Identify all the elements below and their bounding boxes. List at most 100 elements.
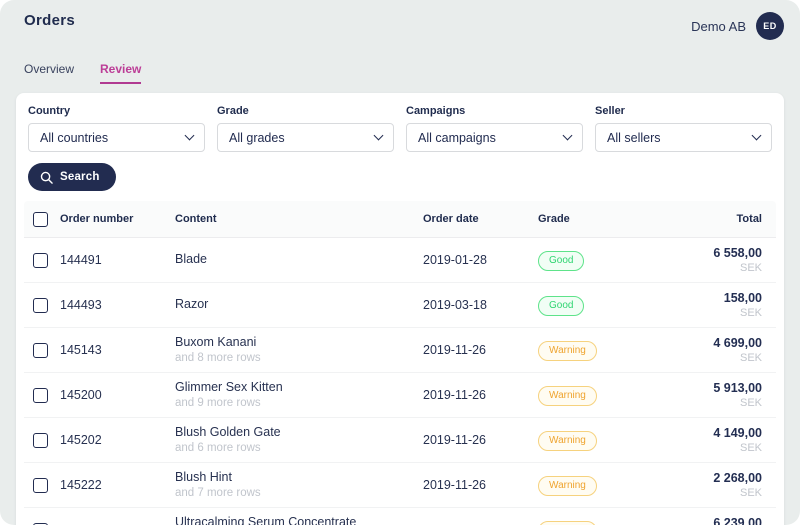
col-grade: Grade	[538, 213, 570, 225]
total-amount: 6 558,00	[713, 246, 762, 261]
row-checkbox[interactable]	[33, 522, 48, 525]
order-number-cell: 145222	[60, 478, 102, 492]
content-sub: and 9 more rows	[175, 396, 261, 409]
total-currency: SEK	[739, 351, 762, 364]
total-currency: SEK	[739, 486, 762, 499]
total-amount: 4 699,00	[713, 336, 762, 351]
row-checkbox[interactable]	[33, 477, 48, 493]
grade-cell: Warning	[538, 430, 668, 451]
order-date-cell: 2019-11-26	[423, 388, 487, 402]
total-amount: 6 239,00	[713, 516, 762, 525]
search-button-label: Search	[60, 171, 100, 183]
order-date-cell: 2019-03-18	[423, 298, 487, 312]
content-main: Buxom Kanani	[175, 335, 257, 349]
content-main: Ultracalming Serum Concentrate	[175, 515, 357, 525]
total-cell: 158,00 SEK	[668, 290, 776, 319]
grade-badge: Good	[538, 295, 585, 316]
tab-overview[interactable]: Overview	[24, 62, 75, 76]
table-header: Order number Content Order date Grade To…	[24, 201, 776, 238]
filter-panel: Country All countries Grade All grades C…	[16, 93, 784, 152]
total-cell: 4 699,00 SEK	[668, 335, 776, 364]
grade-cell: Good	[538, 295, 668, 316]
total-amount: 2 268,00	[713, 471, 762, 486]
total-cell: 6 558,00 SEK	[668, 245, 776, 274]
table-row[interactable]: 145224 Ultracalming Serum Concentrate an…	[24, 508, 776, 525]
col-total: Total	[736, 213, 762, 225]
order-number-cell: 145202	[60, 433, 102, 447]
grade-badge: Warning	[538, 340, 597, 361]
total-cell: 4 149,00 SEK	[668, 425, 776, 454]
filter-grade-label: Grade	[217, 105, 249, 117]
content-main: Razor	[175, 297, 209, 312]
order-date-cell: 2019-11-26	[423, 433, 487, 447]
topbar: Orders Demo AB ED	[0, 0, 800, 40]
grade-cell: Good	[538, 250, 668, 271]
content-sub: and 6 more rows	[175, 441, 261, 454]
table-row[interactable]: 145222 Blush Hint and 7 more rows 2019-1…	[24, 463, 776, 508]
content-main: Blush Hint	[175, 470, 232, 484]
col-order-number: Order number	[60, 213, 134, 225]
order-date-cell: 2019-11-26	[423, 523, 538, 525]
row-checkbox[interactable]	[33, 387, 48, 403]
filter-campaigns: Campaigns All campaigns	[406, 105, 583, 152]
order-date-cell: 2019-11-26	[423, 343, 487, 357]
search-button[interactable]: Search	[28, 163, 116, 191]
orders-table: Order number Content Order date Grade To…	[24, 201, 776, 525]
order-number-cell: 145200	[60, 388, 102, 402]
content-cell: Blush Golden Gate and 6 more rows	[175, 425, 423, 455]
table-row[interactable]: 144491 Blade 2019-01-28 Good 6 558,00 SE…	[24, 238, 776, 283]
grade-badge: Warning	[538, 475, 597, 496]
row-checkbox[interactable]	[33, 432, 48, 448]
content-cell: Blush Hint and 7 more rows	[175, 470, 423, 500]
col-order-date: Order date	[423, 213, 479, 225]
table-row[interactable]: 145200 Glimmer Sex Kitten and 9 more row…	[24, 373, 776, 418]
filter-campaigns-label: Campaigns	[406, 105, 466, 117]
content-sub: and 7 more rows	[175, 486, 261, 499]
country-select-value: All countries	[40, 130, 109, 145]
order-number-cell: 145143	[60, 343, 102, 357]
seller-select[interactable]: All sellers	[595, 123, 772, 152]
account-menu[interactable]: Demo AB ED	[691, 12, 784, 40]
content-cell: Buxom Kanani and 8 more rows	[175, 335, 423, 365]
filter-seller: Seller All sellers	[595, 105, 772, 152]
table-row[interactable]: 145143 Buxom Kanani and 8 more rows 2019…	[24, 328, 776, 373]
content-sub: and 8 more rows	[175, 351, 261, 364]
filter-country: Country All countries	[28, 105, 205, 152]
chevron-down-icon	[184, 130, 195, 141]
content-main: Blush Golden Gate	[175, 425, 281, 439]
total-currency: SEK	[739, 306, 762, 319]
campaigns-select[interactable]: All campaigns	[406, 123, 583, 152]
total-currency: SEK	[739, 396, 762, 409]
content-main: Blade	[175, 252, 207, 267]
page-title: Orders	[24, 12, 75, 29]
table-row[interactable]: 145202 Blush Golden Gate and 6 more rows…	[24, 418, 776, 463]
chevron-down-icon	[751, 130, 762, 141]
order-number-cell: 145224	[60, 523, 175, 525]
filter-country-label: Country	[28, 105, 71, 117]
table-row[interactable]: 144493 Razor 2019-03-18 Good 158,00 SEK	[24, 283, 776, 328]
chevron-down-icon	[373, 130, 384, 141]
account-name: Demo AB	[691, 18, 746, 34]
tab-review[interactable]: Review	[100, 62, 142, 84]
total-currency: SEK	[739, 441, 762, 454]
grade-badge: Warning	[538, 430, 597, 451]
country-select[interactable]: All countries	[28, 123, 205, 152]
total-amount: 158,00	[723, 291, 762, 306]
row-checkbox[interactable]	[33, 297, 48, 313]
total-cell: 5 913,00 SEK	[668, 380, 776, 409]
grade-cell: Warning	[538, 385, 668, 406]
grade-badge: Warning	[538, 520, 597, 525]
tabs: Overview Review	[0, 40, 800, 84]
select-all-checkbox[interactable]	[33, 211, 48, 227]
col-content: Content	[175, 213, 217, 225]
magnifier-icon	[40, 171, 53, 184]
content-card: Country All countries Grade All grades C…	[16, 93, 784, 525]
grade-cell: Warning	[538, 475, 668, 496]
row-checkbox[interactable]	[33, 252, 48, 268]
order-date-cell: 2019-11-26	[423, 478, 487, 492]
grade-select[interactable]: All grades	[217, 123, 394, 152]
avatar[interactable]: ED	[756, 12, 784, 40]
row-checkbox[interactable]	[33, 342, 48, 358]
total-cell: 2 268,00 SEK	[668, 470, 776, 499]
